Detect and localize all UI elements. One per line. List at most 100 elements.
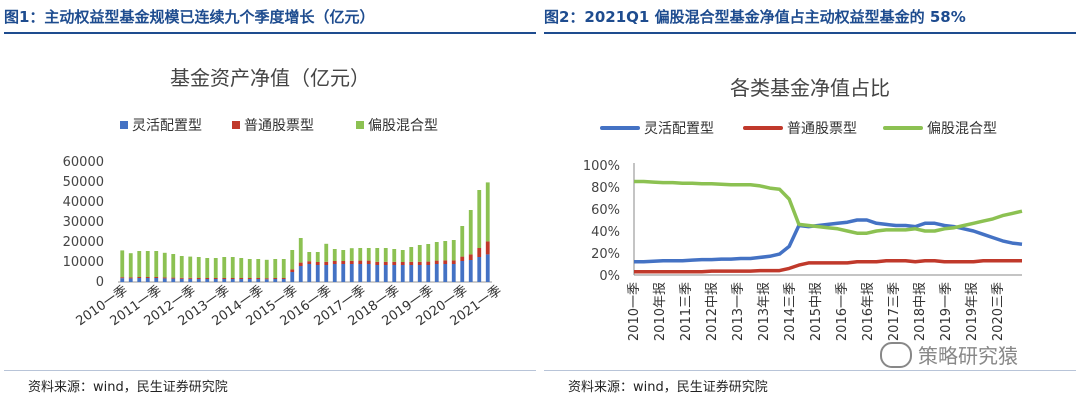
bar-segment [128, 253, 133, 278]
bar-segment [451, 240, 456, 261]
bar-segment [434, 260, 439, 264]
y-tick-label: 60% [591, 203, 620, 218]
bar-segment [281, 278, 286, 279]
bar-segment [281, 259, 286, 278]
bar-segment [468, 254, 473, 260]
figure-2-source: 资料来源：wind，民生证券研究院 [568, 380, 768, 395]
bar-segment [341, 250, 346, 261]
figure-1-header: 图1：主动权益型基金规模已连续九个季度增长（亿元） [4, 4, 536, 34]
bar-segment [179, 277, 184, 279]
bar-segment [213, 278, 218, 279]
bar-segment [247, 259, 252, 278]
bar-segment [349, 260, 354, 264]
bar-segment [273, 259, 278, 278]
bar-segment [426, 265, 431, 282]
bar-segment [315, 265, 320, 282]
legend-label-3: 偏股混合型 [368, 118, 438, 134]
bar-segment [188, 277, 193, 279]
bar-segment [324, 243, 329, 262]
x-tick-label: 2010年报 [653, 282, 668, 341]
bar-segment [205, 279, 210, 282]
bar-segment [468, 210, 473, 255]
bar-segment [409, 247, 414, 262]
bar-segment [443, 241, 448, 261]
bar-segment [145, 251, 150, 277]
bar-segment [324, 265, 329, 282]
bar-segment [188, 278, 193, 282]
y-tick-label: 60000 [63, 155, 104, 170]
x-tick-label: 2020三季 [991, 282, 1006, 341]
bar-segment [468, 260, 473, 282]
series-line-2 [634, 258, 1022, 274]
x-tick-label: 2012中报 [705, 282, 720, 341]
legend-label-2: 普通股票型 [244, 118, 314, 134]
watermark: 策略研究猿 [880, 340, 1018, 369]
bar-segment [358, 264, 363, 282]
x-tick-label: 2011三季 [679, 282, 694, 341]
bar-segment [332, 249, 337, 261]
bar-segment [341, 261, 346, 264]
bar-segment [460, 261, 465, 282]
bar-segment [460, 226, 465, 257]
bar-segment [128, 278, 133, 282]
bar-segment [400, 262, 405, 265]
x-tick-label: 2018中报 [913, 282, 928, 341]
bar-segment [230, 278, 235, 279]
y-tick-label: 0% [599, 269, 620, 284]
y-tick-label: 20% [591, 247, 620, 262]
bar-segment [230, 257, 235, 278]
bar-segment [239, 278, 244, 279]
bar-segment [366, 248, 371, 261]
legend-swatch-2 [232, 121, 240, 129]
bar-segment [443, 264, 448, 282]
bar-segment [375, 265, 380, 282]
y-tick-label: 50000 [63, 175, 104, 190]
bar-segment [239, 279, 244, 282]
figure-2-panel: 图2：2021Q1 偏股混合型基金净值占主动权益型基金的 58% 各类基金净值占… [540, 0, 1080, 406]
chart-2-title: 各类基金净值占比 [730, 76, 890, 100]
chart-1-title: 基金资产净值（亿元） [170, 66, 370, 90]
figure-2-divider [544, 370, 1076, 371]
y-tick-label: 40% [591, 225, 620, 240]
bar-segment [324, 261, 329, 265]
bar-segment [477, 257, 482, 282]
bar-segment [171, 277, 176, 279]
bar-segment [349, 248, 354, 261]
bar-segment [383, 265, 388, 282]
bar-segment [417, 265, 422, 282]
bar-segment [417, 245, 422, 262]
bar-segment [298, 238, 303, 263]
bar-segment [417, 261, 422, 265]
bar-segment [137, 278, 142, 282]
bar-segment [307, 252, 312, 262]
bar-segment [451, 260, 456, 264]
bar-segment [256, 279, 261, 282]
bar-segment [264, 259, 269, 279]
x-tick-label: 2010一季 [627, 282, 642, 341]
bar-segment [154, 277, 159, 278]
bar-segment [196, 279, 201, 282]
legend-swatch-1 [120, 121, 128, 129]
bar-segment [281, 279, 286, 282]
figure-1-source: 资料来源：wind，民生证券研究院 [28, 380, 228, 395]
bar-segment [400, 265, 405, 282]
bar-segment [315, 252, 320, 262]
legend-swatch-3 [356, 121, 364, 129]
bar-segment [137, 277, 142, 278]
bar-segment [375, 261, 380, 265]
bar-segment [205, 278, 210, 279]
wechat-icon [880, 341, 912, 368]
bar-segment [298, 266, 303, 282]
bar-segment [400, 250, 405, 262]
x-tick-label: 2019年报 [965, 282, 980, 341]
bar-segment [375, 248, 380, 262]
bar-segment [120, 277, 125, 279]
bar-segment [307, 264, 312, 282]
bar-segment [256, 278, 261, 279]
bar-segment [213, 279, 218, 282]
bar-segment [247, 278, 252, 279]
bar-segment [426, 244, 431, 262]
bar-segment [273, 279, 278, 282]
x-tick-label: 2016年报 [861, 282, 876, 341]
